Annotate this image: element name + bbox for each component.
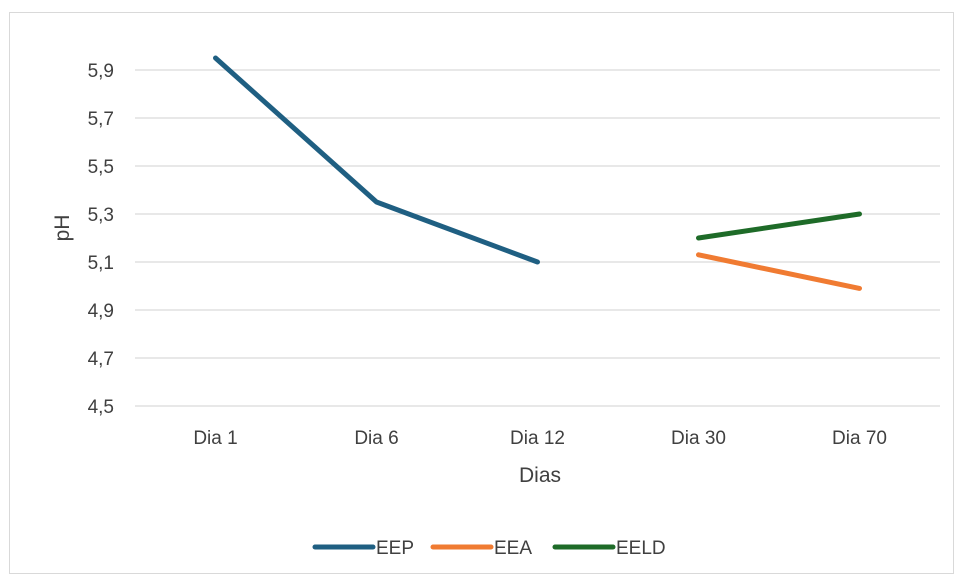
legend: EEP EEA EELD [312,538,666,559]
y-tick-label: 4,7 [88,349,114,370]
x-axis-tick-labels: Dia 1 Dia 6 Dia 12 Dia 30 Dia 70 [193,428,887,449]
y-tick-label: 5,7 [88,109,114,130]
y-tick-label: 5,5 [88,157,114,178]
y-tick-label: 5,1 [88,253,114,274]
legend-label-eep: EEP [376,538,414,559]
y-tick-label: 5,3 [88,205,114,226]
legend-label-eea: EEA [494,538,532,559]
y-tick-label: 4,5 [88,397,114,418]
x-tick-label: Dia 6 [354,428,398,449]
series-line-eea [696,252,862,291]
series-lines [213,55,862,291]
x-tick-label: Dia 1 [193,428,237,449]
x-tick-label: Dia 70 [832,428,887,449]
series-line-eeld [696,211,862,241]
y-tick-label: 4,9 [88,301,114,322]
x-axis-title: Dias [519,464,561,487]
y-axis-title: pH [51,215,74,242]
x-tick-label: Dia 12 [510,428,565,449]
chart-frame [9,12,954,574]
y-axis-tick-labels: 4,5 4,7 4,9 5,1 5,3 5,5 5,7 5,9 [88,61,114,418]
series-line-eep [213,55,540,265]
x-tick-label: Dia 30 [671,428,726,449]
legend-label-eeld: EELD [616,538,666,559]
y-tick-label: 5,9 [88,61,114,82]
gridlines [135,69,940,407]
